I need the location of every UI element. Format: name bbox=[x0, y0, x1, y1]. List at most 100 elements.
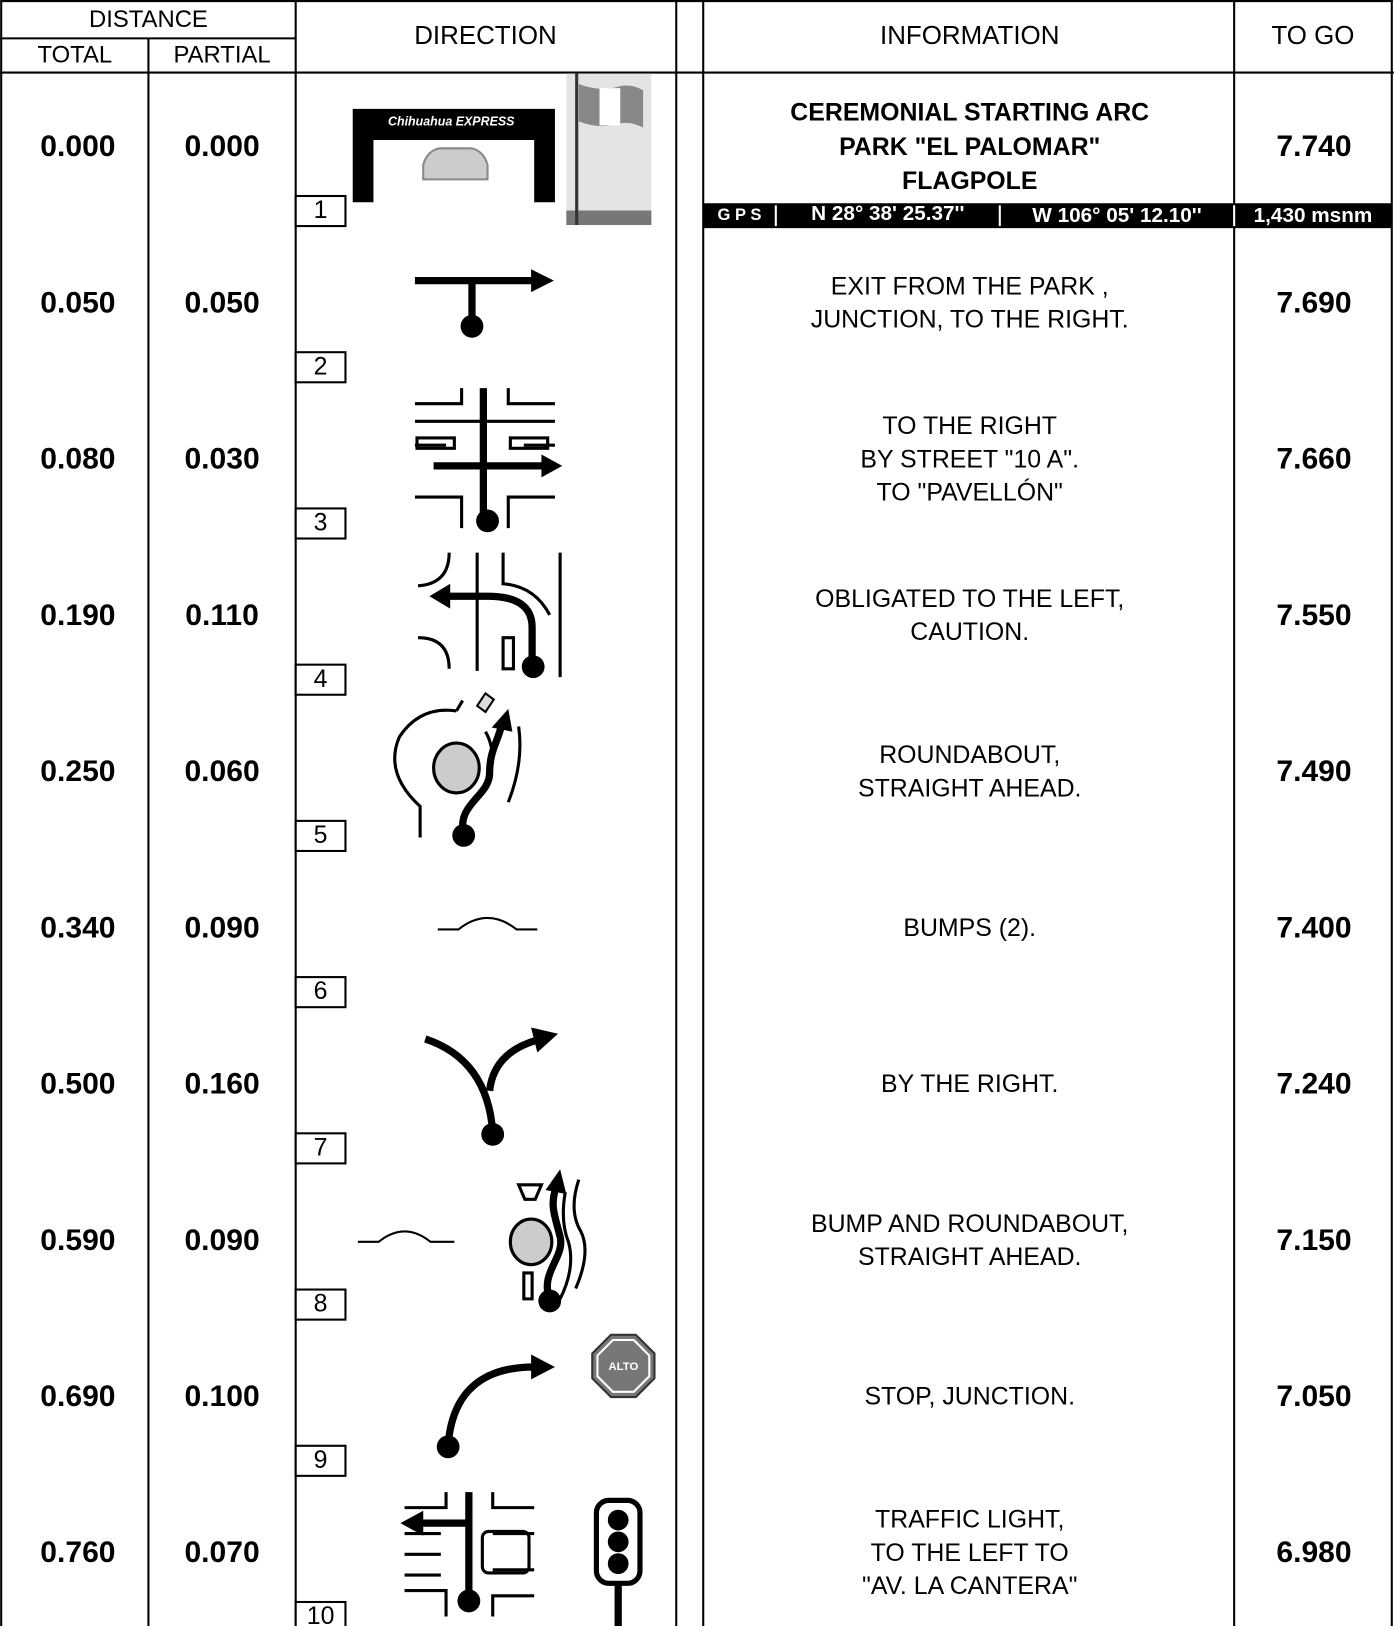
information-line: BUMP AND ROUNDABOUT, bbox=[811, 1210, 1128, 1238]
icon-shape bbox=[521, 655, 545, 679]
step-number: 10 bbox=[307, 1602, 335, 1626]
icon-shape bbox=[607, 1509, 629, 1531]
to-go: 7.050 bbox=[1276, 1380, 1351, 1413]
to-go: 7.660 bbox=[1276, 443, 1351, 476]
row: 0.500 0.160 7.240 7 BY THE RIGHT. bbox=[40, 1027, 1352, 1165]
direction-icon: Chihuahua EXPRESS bbox=[352, 73, 652, 226]
to-go: 7.240 bbox=[1276, 1068, 1351, 1101]
row: 0.190 0.110 7.550 4 OBLIGATED TO THE LEFT, C… bbox=[40, 552, 1352, 696]
icon-shape bbox=[433, 388, 545, 521]
direction-icon bbox=[417, 552, 562, 679]
row: 0.690 0.100 7.050 ALTO 9 STOP, JUNCTION. bbox=[40, 1333, 1352, 1477]
information-line: BY THE RIGHT. bbox=[881, 1070, 1058, 1098]
row: 0.340 0.090 7.400 6 BUMPS (2). bbox=[40, 911, 1352, 1009]
icon-shape bbox=[591, 1333, 656, 1399]
direction-icon: ALTO bbox=[436, 1333, 656, 1459]
information-line: FLAGPOLE bbox=[902, 167, 1037, 195]
icon-shape bbox=[541, 454, 563, 478]
icon-shape bbox=[538, 1289, 562, 1313]
icon-shape bbox=[508, 1217, 554, 1267]
icon-shape bbox=[400, 1510, 424, 1536]
icon-shape bbox=[531, 1354, 555, 1380]
row: 0.080 0.030 7.660 3 TO THE RIGHT BY STREET "… bbox=[40, 388, 1352, 540]
row: 0.000 0.000 7.740 Chihuahua EXPRESS 1 CEREMO… bbox=[40, 73, 1392, 229]
step-number: 1 bbox=[314, 196, 328, 224]
information-line: TRAFFIC LIGHT, bbox=[875, 1506, 1064, 1534]
icon-shape bbox=[501, 636, 516, 671]
step-box bbox=[294, 1444, 347, 1477]
icon-shape bbox=[480, 1529, 531, 1575]
partial: 0.090 bbox=[184, 1224, 259, 1257]
information-line: TO THE RIGHT bbox=[882, 412, 1057, 440]
row: 0.250 0.060 7.490 5 ROUNDABOUT, STRAIGHT AHE… bbox=[40, 691, 1352, 852]
icon-shape bbox=[420, 1492, 473, 1601]
partial: 0.090 bbox=[184, 911, 259, 944]
icon-shape bbox=[531, 269, 554, 293]
information-line: BY STREET "10 A". bbox=[860, 445, 1079, 473]
gps-altitude: 1,430 msnm bbox=[1254, 204, 1373, 227]
step-number: 6 bbox=[314, 977, 328, 1005]
information-line: JUNCTION, TO THE RIGHT. bbox=[811, 306, 1129, 334]
step-number: 9 bbox=[314, 1446, 328, 1474]
step-number: 5 bbox=[314, 821, 328, 849]
header-information: INFORMATION bbox=[880, 22, 1059, 50]
information-line: PARK "EL PALOMAR" bbox=[839, 133, 1100, 161]
total: 0.500 bbox=[40, 1068, 115, 1101]
partial: 0.100 bbox=[184, 1380, 259, 1413]
row: 0.760 0.070 6.980 10 TRAFFIC LIGHT, TO THE L… bbox=[40, 1492, 1352, 1626]
total: 0.690 bbox=[40, 1380, 115, 1413]
icon-shape bbox=[432, 741, 481, 795]
step-box bbox=[294, 1132, 347, 1165]
icon-shape bbox=[485, 1036, 539, 1092]
partial: 0.110 bbox=[185, 599, 259, 632]
icon-shape bbox=[558, 1179, 587, 1300]
information-line: EXIT FROM THE PARK , bbox=[831, 272, 1109, 300]
icon-shape bbox=[422, 147, 489, 181]
icon-shape bbox=[429, 583, 451, 609]
direction-icon bbox=[437, 917, 538, 931]
icon-shape bbox=[357, 1230, 455, 1243]
total: 0.080 bbox=[40, 443, 115, 476]
step-box bbox=[294, 663, 347, 696]
gps-latitude: N 28° 38' 25.37'' bbox=[811, 202, 964, 225]
to-go: 7.690 bbox=[1276, 286, 1351, 319]
partial: 0.160 bbox=[184, 1068, 259, 1101]
icon-shape bbox=[437, 917, 538, 931]
partial: 0.030 bbox=[184, 443, 259, 476]
header-direction: DIRECTION bbox=[414, 22, 556, 50]
icon-shape bbox=[476, 509, 499, 533]
total: 0.050 bbox=[40, 286, 115, 319]
gps-longitude: W 106° 05' 12.10'' bbox=[1032, 204, 1201, 227]
partial: 0.070 bbox=[184, 1536, 259, 1569]
header-to-go: TO GO bbox=[1271, 22, 1354, 50]
information-line: CEREMONIAL STARTING ARC bbox=[790, 99, 1149, 127]
partial: 0.000 bbox=[184, 130, 259, 163]
total: 0.340 bbox=[40, 911, 115, 944]
gps-bar bbox=[703, 203, 1392, 229]
information-line: ROUNDABOUT, bbox=[879, 741, 1060, 769]
icon-shape bbox=[452, 823, 476, 847]
step-box bbox=[294, 1600, 347, 1626]
total: 0.590 bbox=[40, 1224, 115, 1257]
icon-shape bbox=[460, 314, 484, 338]
icon-shape bbox=[599, 88, 621, 126]
icon-shape bbox=[491, 708, 513, 732]
header-total: TOTAL bbox=[37, 41, 112, 68]
icon-shape bbox=[543, 1186, 565, 1301]
to-go: 7.490 bbox=[1276, 755, 1351, 788]
icon-shape bbox=[446, 592, 536, 667]
step-box bbox=[294, 507, 347, 540]
partial: 0.060 bbox=[184, 755, 259, 788]
information-line: STRAIGHT AHEAD. bbox=[858, 1243, 1081, 1271]
icon-shape bbox=[566, 210, 652, 226]
information-line: BUMPS (2). bbox=[903, 914, 1036, 942]
step-box bbox=[294, 1288, 347, 1321]
to-go: 7.400 bbox=[1276, 911, 1351, 944]
icon-text: ALTO bbox=[608, 1361, 638, 1373]
icon-shape bbox=[508, 436, 550, 450]
icon-shape bbox=[607, 1531, 629, 1553]
step-number: 3 bbox=[314, 509, 328, 537]
to-go: 7.550 bbox=[1276, 599, 1351, 632]
